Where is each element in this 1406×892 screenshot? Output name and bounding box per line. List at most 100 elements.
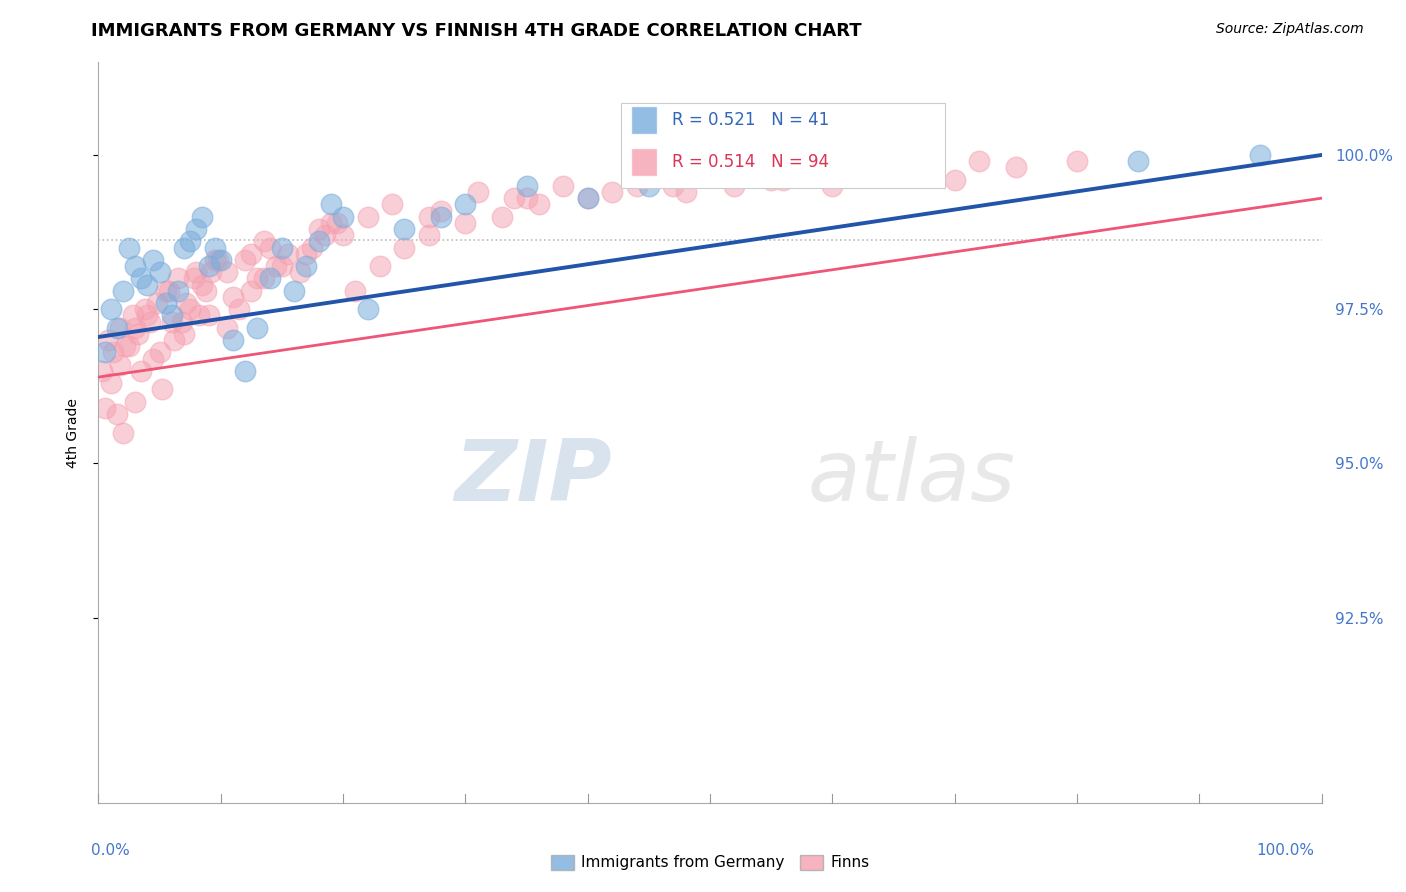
Point <box>381 197 404 211</box>
Point <box>187 309 209 323</box>
Point <box>204 241 226 255</box>
Point <box>121 309 143 323</box>
Point <box>129 364 152 378</box>
Point <box>576 191 599 205</box>
Point <box>270 259 294 273</box>
Point <box>146 296 169 310</box>
Point <box>93 401 115 415</box>
Point <box>129 271 152 285</box>
Point <box>195 284 218 298</box>
Point <box>176 296 198 310</box>
Point <box>105 320 128 334</box>
Point <box>207 252 229 267</box>
Point <box>308 222 330 236</box>
Point <box>356 210 378 224</box>
Point <box>93 345 115 359</box>
Point <box>124 259 146 273</box>
Point <box>139 315 162 329</box>
Point <box>314 228 336 243</box>
Point <box>319 216 342 230</box>
Point <box>344 284 367 298</box>
Point <box>155 284 177 298</box>
Point <box>167 271 190 285</box>
Point <box>134 302 156 317</box>
Point <box>1066 154 1088 169</box>
Point <box>920 161 942 175</box>
Point <box>943 172 966 186</box>
Point <box>418 228 440 243</box>
Point <box>1128 154 1150 169</box>
Point <box>845 166 868 180</box>
Point <box>430 210 453 224</box>
Point <box>761 172 783 186</box>
Point <box>264 259 287 273</box>
Point <box>454 216 477 230</box>
Point <box>301 241 323 255</box>
Point <box>114 339 136 353</box>
Point <box>163 333 186 347</box>
Point <box>233 252 256 267</box>
Point <box>149 345 172 359</box>
Point <box>186 265 208 279</box>
Point <box>1250 148 1272 162</box>
Point <box>100 376 122 391</box>
Point <box>308 235 330 249</box>
Point <box>142 252 165 267</box>
Point <box>186 222 208 236</box>
Point <box>418 210 440 224</box>
Text: R = 0.514   N = 94: R = 0.514 N = 94 <box>672 153 830 170</box>
Point <box>295 259 318 273</box>
Point <box>183 271 205 285</box>
Point <box>454 197 477 211</box>
Point <box>173 241 195 255</box>
Point <box>149 265 172 279</box>
Point <box>127 326 149 341</box>
Point <box>368 259 391 273</box>
Point <box>111 425 134 440</box>
Point <box>503 191 526 205</box>
Point <box>576 191 599 205</box>
Point <box>124 394 146 409</box>
Point <box>553 178 575 193</box>
Point <box>197 259 219 273</box>
Point <box>600 185 623 199</box>
FancyBboxPatch shape <box>630 106 658 135</box>
Point <box>191 210 214 224</box>
Point <box>222 333 245 347</box>
Point <box>157 284 180 298</box>
Point <box>290 265 312 279</box>
Point <box>270 241 294 255</box>
Point <box>516 178 538 193</box>
Point <box>191 277 214 292</box>
Point <box>118 339 141 353</box>
Point <box>252 271 274 285</box>
Point <box>209 252 232 267</box>
Point <box>883 166 905 180</box>
Point <box>516 191 538 205</box>
Point <box>821 178 844 193</box>
Point <box>662 178 685 193</box>
Point <box>179 235 201 249</box>
Point <box>467 185 489 199</box>
Text: Source: ZipAtlas.com: Source: ZipAtlas.com <box>1216 22 1364 37</box>
Point <box>332 210 354 224</box>
Point <box>170 315 193 329</box>
Point <box>761 161 783 175</box>
Point <box>142 351 165 366</box>
Point <box>222 290 245 304</box>
Text: ZIP: ZIP <box>454 435 612 518</box>
Point <box>675 185 697 199</box>
Point <box>160 309 183 323</box>
Point <box>326 216 349 230</box>
Point <box>527 197 550 211</box>
Point <box>91 364 114 378</box>
Point <box>228 302 250 317</box>
Point <box>101 345 124 359</box>
Point <box>240 246 263 260</box>
Point <box>200 265 222 279</box>
Point <box>110 320 132 334</box>
Point <box>173 326 195 341</box>
Point <box>277 246 299 260</box>
Point <box>233 364 256 378</box>
Point <box>179 302 201 317</box>
